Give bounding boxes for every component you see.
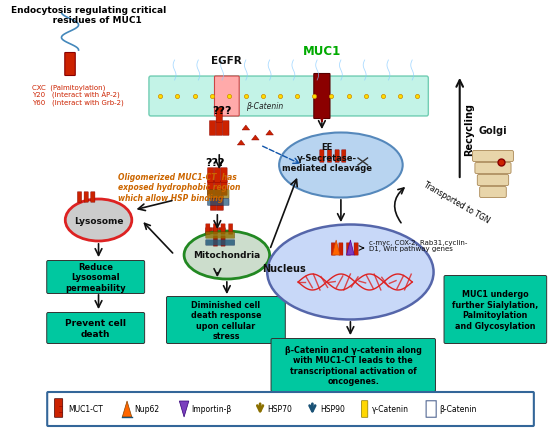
FancyBboxPatch shape xyxy=(213,224,218,235)
Polygon shape xyxy=(179,401,189,417)
Text: EE
γ-Secretase-
mediated cleavage: EE γ-Secretase- mediated cleavage xyxy=(282,143,372,172)
Text: CXC  (Palmitoylation)
Y20   (Interact with AP-2)
Y60   (Interact with Grb-2): CXC (Palmitoylation) Y20 (Interact with … xyxy=(32,84,124,105)
Polygon shape xyxy=(266,131,273,136)
FancyBboxPatch shape xyxy=(216,121,222,136)
FancyBboxPatch shape xyxy=(207,181,214,196)
FancyBboxPatch shape xyxy=(212,228,218,243)
FancyBboxPatch shape xyxy=(206,228,212,243)
FancyBboxPatch shape xyxy=(314,74,330,119)
FancyBboxPatch shape xyxy=(206,224,210,235)
FancyBboxPatch shape xyxy=(78,192,81,203)
FancyBboxPatch shape xyxy=(167,297,285,344)
Text: Diminished cell
death response
upon cellular
stress: Diminished cell death response upon cell… xyxy=(191,300,261,340)
Text: Oligomerized MUC1-CT  has
exposed hydrophobic region
which allow HSP binding: Oligomerized MUC1-CT has exposed hydroph… xyxy=(118,172,240,203)
FancyBboxPatch shape xyxy=(271,339,436,392)
Text: Nup62: Nup62 xyxy=(135,405,160,414)
Text: β-Catenin and γ-catenin along
with MUC1-CT leads to the
transcriptional activati: β-Catenin and γ-catenin along with MUC1-… xyxy=(285,345,422,385)
Text: β-Catenin: β-Catenin xyxy=(439,405,476,414)
Text: ???: ??? xyxy=(206,158,225,168)
Polygon shape xyxy=(346,240,354,255)
Text: Reduce
Lysosomal
permeability: Reduce Lysosomal permeability xyxy=(65,262,126,292)
Polygon shape xyxy=(237,141,245,146)
FancyBboxPatch shape xyxy=(217,196,223,211)
FancyBboxPatch shape xyxy=(221,236,225,247)
FancyBboxPatch shape xyxy=(211,196,217,211)
Polygon shape xyxy=(122,401,132,417)
FancyBboxPatch shape xyxy=(216,254,222,269)
FancyBboxPatch shape xyxy=(216,108,222,123)
Ellipse shape xyxy=(65,200,132,241)
FancyBboxPatch shape xyxy=(214,181,221,196)
FancyBboxPatch shape xyxy=(214,77,239,117)
Text: Importin-β: Importin-β xyxy=(192,405,232,414)
Text: Prevent cell
death: Prevent cell death xyxy=(65,319,126,338)
FancyBboxPatch shape xyxy=(210,121,216,136)
FancyBboxPatch shape xyxy=(229,224,233,235)
Polygon shape xyxy=(251,136,259,141)
FancyBboxPatch shape xyxy=(219,228,225,243)
FancyBboxPatch shape xyxy=(206,248,227,255)
FancyBboxPatch shape xyxy=(206,241,212,256)
FancyBboxPatch shape xyxy=(65,53,75,76)
FancyBboxPatch shape xyxy=(206,237,227,246)
Text: Nucleus: Nucleus xyxy=(262,264,306,273)
Text: c-myc, COX-2, Rab31,cyclin-
D1, Wnt pathway genes: c-myc, COX-2, Rab31,cyclin- D1, Wnt path… xyxy=(370,239,468,252)
Ellipse shape xyxy=(279,133,403,198)
FancyBboxPatch shape xyxy=(472,151,513,162)
Text: Recycling: Recycling xyxy=(464,102,475,155)
FancyBboxPatch shape xyxy=(47,392,534,426)
FancyBboxPatch shape xyxy=(475,163,511,174)
FancyBboxPatch shape xyxy=(219,241,225,256)
Polygon shape xyxy=(332,240,340,255)
FancyBboxPatch shape xyxy=(54,399,63,418)
FancyBboxPatch shape xyxy=(221,181,227,196)
FancyBboxPatch shape xyxy=(327,150,332,163)
FancyBboxPatch shape xyxy=(84,192,88,203)
FancyBboxPatch shape xyxy=(207,190,229,199)
FancyBboxPatch shape xyxy=(346,243,350,255)
Text: ???: ??? xyxy=(212,106,232,116)
FancyBboxPatch shape xyxy=(221,224,225,235)
FancyBboxPatch shape xyxy=(342,150,346,163)
FancyBboxPatch shape xyxy=(444,276,547,344)
Text: Lysosome: Lysosome xyxy=(74,216,123,225)
FancyBboxPatch shape xyxy=(223,121,229,136)
FancyBboxPatch shape xyxy=(206,232,235,239)
FancyBboxPatch shape xyxy=(354,243,358,255)
Text: MUC1 undergo
further Sialylation,
Palmitoylation
and Glycosylation: MUC1 undergo further Sialylation, Palmit… xyxy=(452,290,538,330)
FancyBboxPatch shape xyxy=(212,241,218,256)
Text: MUC1-CT: MUC1-CT xyxy=(68,405,103,414)
Ellipse shape xyxy=(267,225,433,320)
Polygon shape xyxy=(242,126,250,131)
FancyBboxPatch shape xyxy=(47,261,145,294)
Text: γ-Catenin: γ-Catenin xyxy=(372,405,409,414)
FancyBboxPatch shape xyxy=(426,401,436,418)
FancyBboxPatch shape xyxy=(335,150,339,163)
Text: EGFR: EGFR xyxy=(211,56,242,66)
Text: HSP90: HSP90 xyxy=(320,405,345,414)
FancyBboxPatch shape xyxy=(480,187,507,198)
FancyBboxPatch shape xyxy=(213,236,218,247)
Text: HSP70: HSP70 xyxy=(268,405,293,414)
FancyBboxPatch shape xyxy=(210,254,216,269)
Ellipse shape xyxy=(184,231,270,280)
FancyBboxPatch shape xyxy=(149,77,428,117)
Text: Endocytosis regulating critical
     residues of MUC1: Endocytosis regulating critical residues… xyxy=(12,6,167,25)
Text: Transported to TGN: Transported to TGN xyxy=(422,180,491,225)
FancyBboxPatch shape xyxy=(206,240,235,246)
Text: β-Catenin: β-Catenin xyxy=(246,101,283,110)
FancyBboxPatch shape xyxy=(477,175,509,186)
Text: Golgi: Golgi xyxy=(478,126,507,136)
FancyBboxPatch shape xyxy=(361,401,368,418)
FancyBboxPatch shape xyxy=(339,243,343,255)
FancyBboxPatch shape xyxy=(331,243,335,255)
Text: MUC1: MUC1 xyxy=(302,45,341,58)
Text: Mitochondria: Mitochondria xyxy=(193,251,261,260)
FancyBboxPatch shape xyxy=(214,168,221,183)
FancyBboxPatch shape xyxy=(91,192,95,203)
FancyBboxPatch shape xyxy=(207,168,214,183)
FancyBboxPatch shape xyxy=(207,199,229,206)
FancyBboxPatch shape xyxy=(47,313,145,344)
FancyBboxPatch shape xyxy=(320,150,324,163)
FancyBboxPatch shape xyxy=(221,168,227,183)
